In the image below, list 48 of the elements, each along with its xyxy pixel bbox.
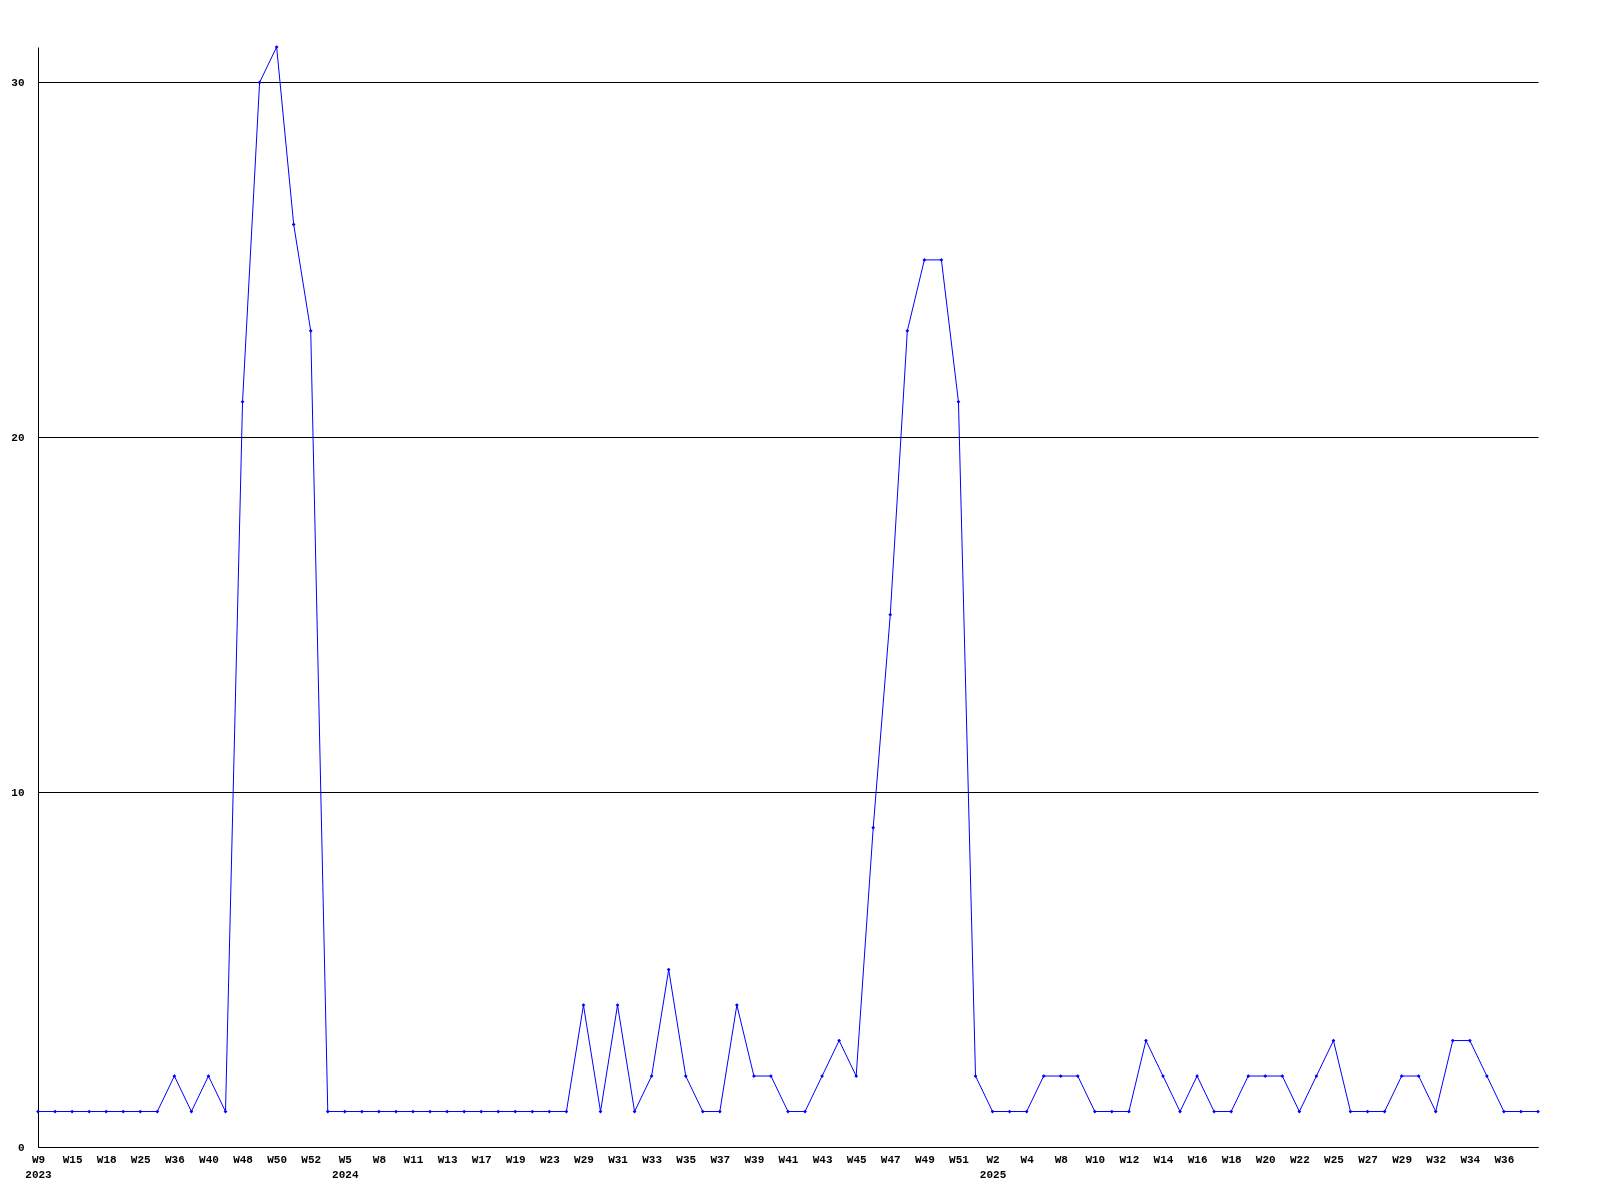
x-tick-label: W36: [1494, 1153, 1515, 1166]
x-tick-label: W4: [1020, 1153, 1035, 1166]
x-tick-label: W48: [233, 1153, 254, 1166]
y-tick-label: 0: [17, 1141, 25, 1154]
x-tick-label: W47: [880, 1153, 901, 1166]
y-tick-label: 10: [11, 786, 25, 799]
x-tick-label: W17: [471, 1153, 492, 1166]
x-tick-label: W52: [301, 1153, 322, 1166]
x-tick-label: W16: [1187, 1153, 1208, 1166]
x-tick-label: W39: [744, 1153, 765, 1166]
x-tick-label: W35: [676, 1153, 697, 1166]
x-tick-label: W41: [778, 1153, 799, 1166]
x-tick-label: W50: [267, 1153, 288, 1166]
x-tick-label: W34: [1460, 1153, 1481, 1166]
x-tick-label: W25: [1324, 1153, 1345, 1166]
x-tick-label: W43: [812, 1153, 833, 1166]
x-tick-label: W10: [1085, 1153, 1106, 1166]
x-tick-label: W19: [505, 1153, 526, 1166]
x-tick-label: W45: [846, 1153, 867, 1166]
x-tick-label: W14: [1153, 1153, 1174, 1166]
x-tick-label: W8: [1054, 1153, 1069, 1166]
x-tick-label: W8: [372, 1153, 387, 1166]
x-tick-label: W2 2025: [979, 1153, 1007, 1181]
x-tick-label: W13: [437, 1153, 458, 1166]
x-tick-label: W36: [164, 1153, 185, 1166]
x-tick-label: W37: [710, 1153, 731, 1166]
x-tick-label: W29: [1392, 1153, 1413, 1166]
x-tick-label: W15: [62, 1153, 83, 1166]
x-tick-label: W12: [1119, 1153, 1140, 1166]
x-tick-label: W23: [539, 1153, 561, 1166]
x-tick-label: W22: [1289, 1153, 1310, 1166]
x-tick-label: W33: [642, 1153, 663, 1166]
x-tick-label: W31: [608, 1153, 629, 1166]
y-tick-label: 30: [11, 76, 25, 89]
x-tick-label: W29: [574, 1153, 594, 1166]
x-tick-label: W5 2024: [332, 1153, 359, 1181]
x-tick-label: W25: [130, 1153, 152, 1166]
x-tick-label: W11: [403, 1153, 424, 1166]
y-tick-label: 20: [11, 431, 25, 444]
x-tick-label: W51: [949, 1153, 970, 1166]
x-tick-label: W27: [1358, 1153, 1378, 1166]
x-tick-label: W18: [96, 1153, 117, 1166]
x-tick-label: W40: [199, 1153, 219, 1166]
x-tick-label: W18: [1221, 1153, 1242, 1166]
x-tick-label: W20: [1255, 1153, 1276, 1166]
x-tick-label: W32: [1426, 1153, 1447, 1166]
x-tick-label: W9 2023: [25, 1153, 53, 1181]
x-tick-label: W49: [914, 1153, 935, 1166]
